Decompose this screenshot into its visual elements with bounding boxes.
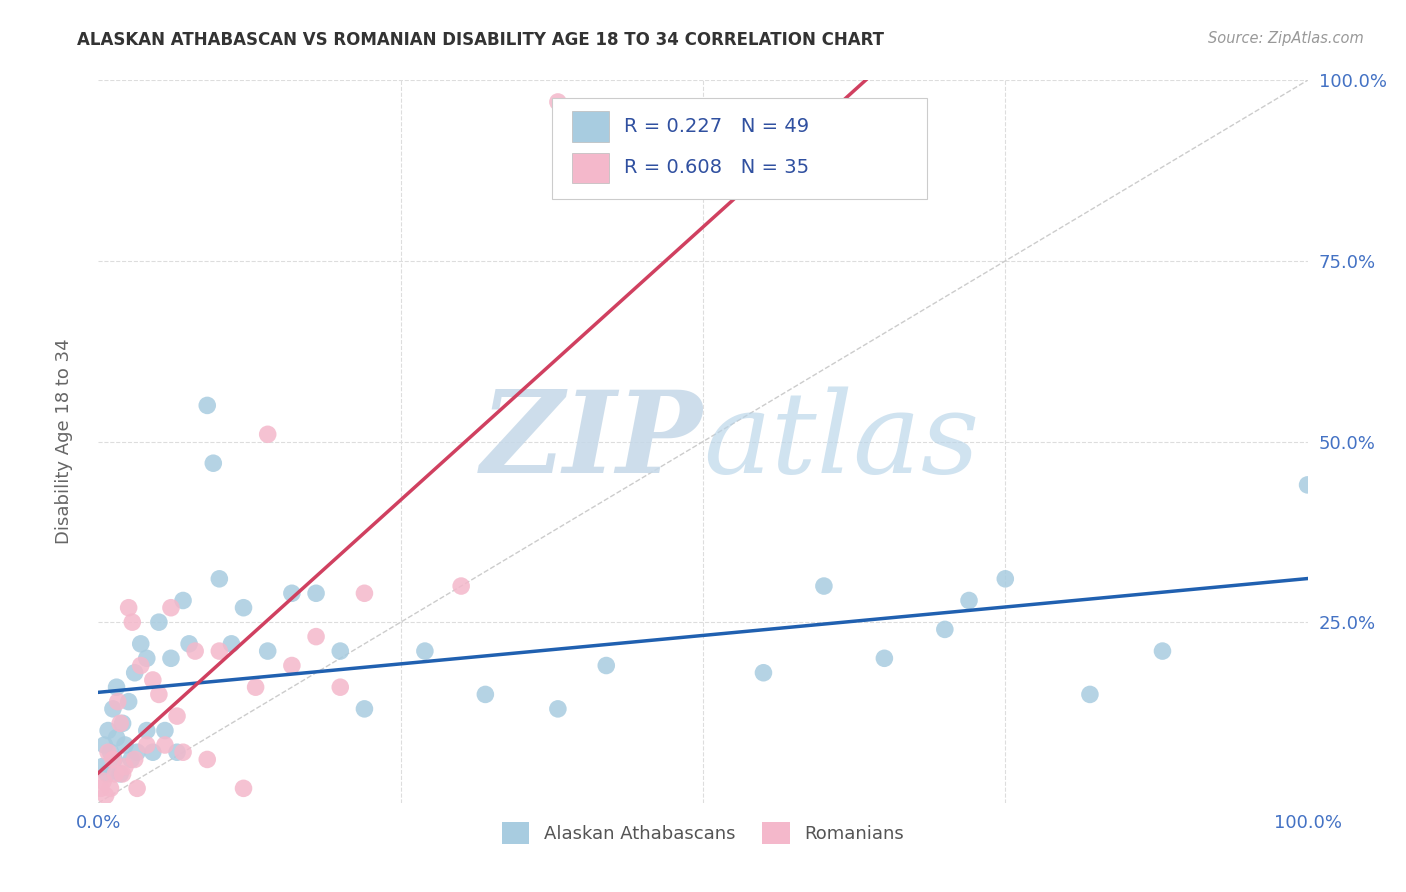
Point — [153, 738, 176, 752]
Point — [474, 687, 496, 701]
Point — [118, 600, 141, 615]
Point — [595, 658, 617, 673]
Point — [256, 644, 278, 658]
Point — [281, 586, 304, 600]
Point — [91, 760, 114, 774]
Point — [135, 723, 157, 738]
Point — [353, 586, 375, 600]
Point — [124, 752, 146, 766]
Point — [208, 644, 231, 658]
Point — [413, 644, 436, 658]
Point — [232, 600, 254, 615]
Point — [93, 738, 115, 752]
Point — [135, 738, 157, 752]
Text: ALASKAN ATHABASCAN VS ROMANIAN DISABILITY AGE 18 TO 34 CORRELATION CHART: ALASKAN ATHABASCAN VS ROMANIAN DISABILIT… — [77, 31, 884, 49]
Point — [97, 745, 120, 759]
Point — [96, 767, 118, 781]
Legend: Alaskan Athabascans, Romanians: Alaskan Athabascans, Romanians — [495, 815, 911, 852]
Text: atlas: atlas — [703, 386, 980, 497]
Point — [148, 687, 170, 701]
Point — [105, 731, 128, 745]
Point — [245, 680, 267, 694]
Point — [208, 572, 231, 586]
Point — [547, 95, 569, 109]
Point — [142, 673, 165, 687]
Point — [142, 745, 165, 759]
Point — [160, 600, 183, 615]
Point — [120, 752, 142, 766]
Point — [105, 680, 128, 694]
Point — [256, 427, 278, 442]
Point — [101, 752, 124, 766]
Text: R = 0.608   N = 35: R = 0.608 N = 35 — [624, 158, 810, 178]
Point — [752, 665, 775, 680]
Point — [108, 716, 131, 731]
Point — [160, 651, 183, 665]
Point — [353, 702, 375, 716]
Point — [195, 398, 218, 412]
Text: Source: ZipAtlas.com: Source: ZipAtlas.com — [1208, 31, 1364, 46]
Point — [221, 637, 243, 651]
Point — [127, 781, 149, 796]
Point — [172, 593, 194, 607]
Point — [202, 456, 225, 470]
Point — [90, 781, 112, 796]
Point — [450, 579, 472, 593]
Point — [100, 781, 122, 796]
Point — [121, 615, 143, 630]
Point — [108, 767, 131, 781]
Point — [129, 658, 152, 673]
Point — [111, 716, 134, 731]
Point — [329, 680, 352, 694]
Text: R = 0.227   N = 49: R = 0.227 N = 49 — [624, 117, 810, 136]
Point — [129, 637, 152, 651]
Y-axis label: Disability Age 18 to 34: Disability Age 18 to 34 — [55, 339, 73, 544]
Text: ZIP: ZIP — [481, 386, 703, 497]
Point — [166, 709, 188, 723]
Point — [172, 745, 194, 759]
Point — [135, 651, 157, 665]
Point — [934, 623, 956, 637]
Point — [101, 702, 124, 716]
Point — [118, 695, 141, 709]
Point — [111, 767, 134, 781]
Point — [107, 695, 129, 709]
Point — [873, 651, 896, 665]
Point — [104, 767, 127, 781]
FancyBboxPatch shape — [572, 153, 609, 183]
Point — [153, 723, 176, 738]
Point — [547, 702, 569, 716]
Point — [124, 665, 146, 680]
Point — [127, 745, 149, 759]
Point — [166, 745, 188, 759]
Point — [813, 579, 835, 593]
Point — [195, 752, 218, 766]
Point — [179, 637, 201, 651]
Point — [305, 586, 328, 600]
Point — [94, 789, 117, 803]
Point — [232, 781, 254, 796]
Point — [305, 630, 328, 644]
Point — [1296, 478, 1319, 492]
Point — [1078, 687, 1101, 701]
Point — [114, 760, 136, 774]
Point — [148, 615, 170, 630]
Point — [1152, 644, 1174, 658]
Point — [994, 572, 1017, 586]
Point — [184, 644, 207, 658]
Point — [97, 723, 120, 738]
FancyBboxPatch shape — [572, 112, 609, 142]
Point — [100, 745, 122, 759]
Point — [957, 593, 980, 607]
Point — [281, 658, 304, 673]
Point — [329, 644, 352, 658]
FancyBboxPatch shape — [551, 98, 927, 200]
Point — [114, 738, 136, 752]
Point — [91, 774, 114, 789]
Point — [103, 752, 125, 766]
